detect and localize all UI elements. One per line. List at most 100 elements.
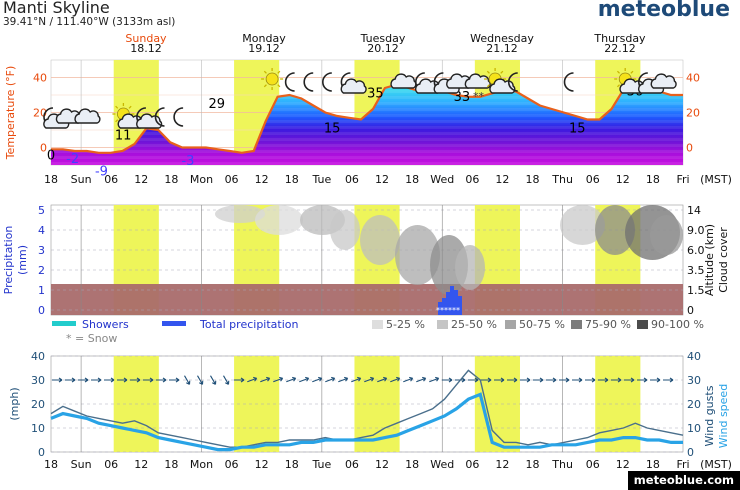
moon-shape — [303, 72, 314, 92]
moon-shape — [284, 72, 295, 92]
wind-tick-label-right: 30 — [687, 374, 701, 387]
wind-direction-arrow — [585, 377, 596, 383]
time-tick-label: Fri — [676, 173, 689, 186]
wind-tick-label-right: 0 — [687, 446, 694, 459]
time-tick-label: 18 — [405, 173, 419, 186]
altitude-tick-label: 0 — [687, 304, 694, 317]
wind-direction-arrow — [533, 377, 544, 383]
time-tick-label: 12 — [134, 173, 148, 186]
altitude-tick-label: 6.0 — [687, 244, 705, 257]
temperature-tick-label-right: 20 — [686, 107, 700, 120]
time-tick-label: 18 — [646, 173, 660, 186]
time-tick-label: 18 — [526, 458, 540, 471]
temperature-value-label: -3 — [181, 154, 194, 169]
moon-shape — [154, 107, 165, 127]
sun-cloud-icon — [484, 68, 516, 94]
wind-direction-arrow — [364, 376, 375, 383]
sun-ray — [263, 70, 267, 74]
sun-ray — [616, 84, 621, 88]
temperature-value-label: 15 — [324, 121, 341, 136]
wind-direction-arrow — [65, 377, 76, 383]
wind-direction-arrow — [325, 376, 336, 383]
snow-glyph: ** — [473, 90, 485, 103]
precip-axis-unit: (mm) — [16, 245, 29, 275]
temperature-line — [51, 83, 683, 154]
time-tick-label: 06 — [586, 458, 600, 471]
precip-bar — [458, 296, 462, 315]
wind-direction-arrow — [442, 377, 453, 383]
sun-ray — [263, 84, 267, 88]
cloud-cover-legend-label: 25-50 % — [451, 318, 497, 331]
time-tick-label: Tue — [311, 458, 331, 471]
cloud-cover-blob — [595, 205, 635, 255]
showers-legend-swatch — [52, 321, 76, 326]
cloud-cover-blob — [215, 205, 265, 223]
temperature-value-label: 35 — [367, 86, 384, 101]
cloud-shape — [74, 108, 101, 124]
wind-tick-label: 20 — [31, 398, 45, 411]
time-tick-label: Wed — [430, 458, 454, 471]
precip-tick-label: 3 — [38, 244, 45, 257]
brand-logo[interactable]: meteoblue — [597, 0, 730, 22]
altitude-tick-label: 3.5 — [687, 264, 705, 277]
page-title: Manti Skyline — [3, 0, 110, 17]
moon-icon — [303, 72, 314, 92]
moon-icon — [154, 107, 165, 127]
wind-panel: 0 0 10 10 20 20 30 30 40 40 (mph) Wind gusts Wind sp… — [8, 350, 732, 471]
wind-direction-arrow — [299, 376, 310, 383]
cloud-cover-legend-swatch — [437, 320, 448, 329]
sun-ray — [115, 119, 119, 123]
wind-gusts-line — [50, 369, 684, 448]
sun-ray — [277, 70, 281, 74]
precip-tick-label: 4 — [38, 224, 45, 237]
cloud-moon-icon — [340, 72, 367, 94]
sun-ray — [616, 70, 621, 74]
brand-url[interactable]: meteoblue.com — [627, 471, 740, 490]
time-unit-label: (MST) — [700, 173, 732, 186]
cloud-cover-axis-label: Cloud cover — [717, 227, 730, 293]
wind-direction-arrow — [338, 376, 349, 383]
showers-legend-label: Showers — [82, 318, 129, 331]
cloud-cover-legend-swatch — [372, 320, 383, 329]
wind-speed-axis-label: Wind speed — [717, 384, 730, 448]
sun-ray — [486, 84, 490, 88]
wind-direction-arrow — [624, 377, 635, 383]
time-tick-label: 18 — [164, 173, 178, 186]
day-date: 20.12 — [367, 42, 399, 55]
wind-direction-arrow — [611, 377, 622, 383]
cloud-cover-blob — [255, 205, 303, 235]
wind-direction-arrow — [210, 375, 217, 385]
cloud-cover-blob — [360, 215, 400, 265]
cloud-cover-legend-swatch — [571, 320, 582, 329]
cloud-icon — [74, 108, 101, 124]
low-cloud-band — [51, 284, 683, 315]
time-tick-label: Thu — [551, 173, 573, 186]
time-tick-label: 12 — [255, 458, 269, 471]
wind-direction-arrow — [312, 376, 323, 383]
altitude-axis-label: Altitude (km) — [703, 224, 716, 296]
wind-direction-arrow — [247, 376, 258, 383]
moon-icon — [507, 72, 518, 92]
precipitation-panel: 5 14 4 9.0 3 6.0 2 3.5 1 1.5 0 0 ****** Precipitation… — [2, 204, 730, 345]
temperature-value-label: 11 — [115, 128, 132, 143]
time-tick-label: 18 — [405, 458, 419, 471]
wind-tick-label: 40 — [31, 350, 45, 363]
time-tick-label: 06 — [345, 458, 359, 471]
time-tick-label: Thu — [551, 458, 573, 471]
wind-direction-arrow — [416, 376, 427, 383]
wind-direction-arrow — [184, 375, 191, 385]
time-tick-label: Fri — [676, 458, 689, 471]
cloud-cover-legend-label: 90-100 % — [651, 318, 704, 331]
moon-icon — [563, 72, 574, 92]
cloud-shape — [650, 73, 677, 89]
cloud-icon — [650, 73, 677, 89]
time-unit-label: (MST) — [700, 458, 732, 471]
wind-direction-arrow — [78, 377, 89, 383]
wind-gusts-axis-label: Wind gusts — [703, 385, 716, 446]
wind-direction-arrow — [572, 377, 583, 383]
day-name: Tuesday — [360, 32, 406, 45]
wind-direction-arrow — [169, 377, 180, 383]
time-tick-label: 12 — [616, 173, 630, 186]
total-precip-legend-swatch — [162, 321, 186, 326]
